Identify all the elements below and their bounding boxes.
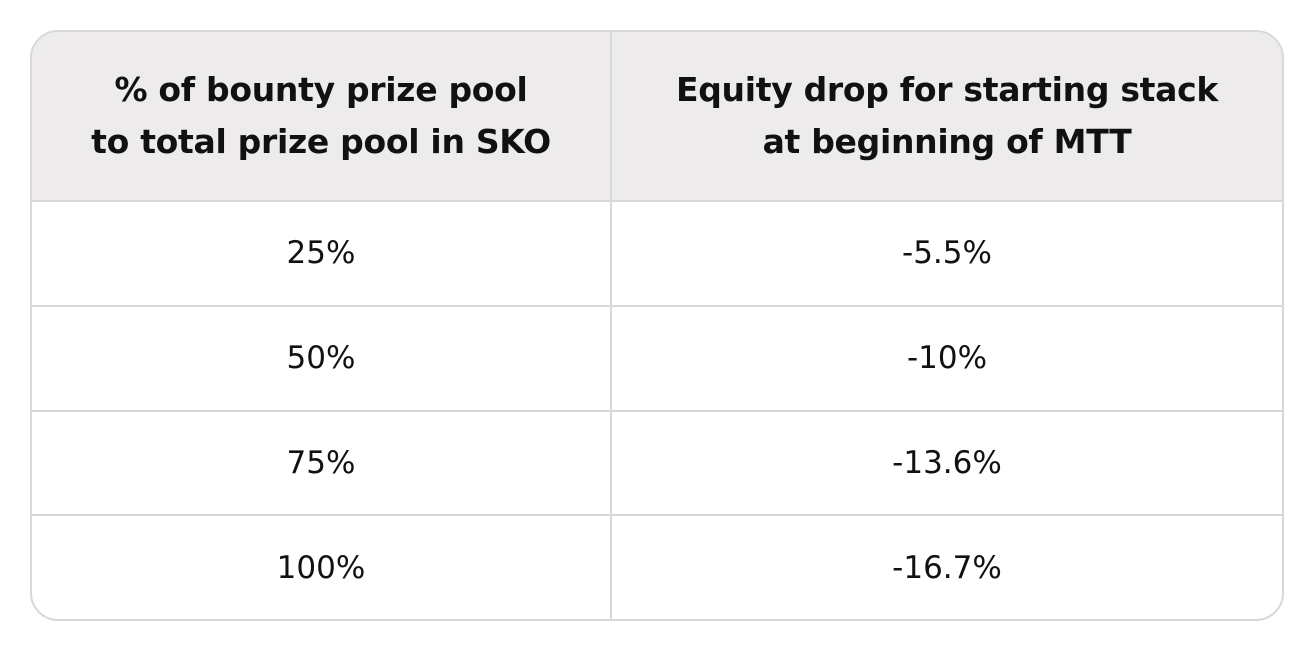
- cell-text: -5.5%: [902, 235, 992, 272]
- cell-text: -10%: [906, 340, 988, 377]
- cell-text: 50%: [286, 340, 356, 377]
- header-text: to total prize pool in SKO: [91, 122, 551, 161]
- cell-text: 75%: [286, 444, 356, 481]
- cell-text: -13.6%: [892, 444, 1002, 481]
- cell-text: 25%: [286, 235, 356, 272]
- table: % of bounty prize pool to total prize poo…: [30, 30, 1284, 621]
- table-cell: -16.7%: [612, 514, 1282, 619]
- table-cell: -5.5%: [612, 200, 1282, 305]
- header-text: Equity drop for starting stack: [675, 70, 1219, 109]
- cell-text: -16.7%: [892, 549, 1002, 586]
- table-cell: 100%: [32, 514, 612, 619]
- header-cell: % of bounty prize pool to total prize poo…: [32, 32, 612, 200]
- table-cell: 25%: [32, 200, 612, 305]
- table-cell: 50%: [32, 304, 612, 410]
- header-text: % of bounty prize pool: [114, 70, 528, 109]
- table-cell: -10%: [612, 304, 1282, 410]
- header-cell: Equity drop for starting stack at beginni…: [612, 32, 1282, 200]
- table-cell: -13.6%: [612, 409, 1282, 515]
- header-text: at beginning of MTT: [762, 122, 1132, 161]
- table-cell: 75%: [32, 409, 612, 515]
- cell-text: 100%: [276, 549, 366, 586]
